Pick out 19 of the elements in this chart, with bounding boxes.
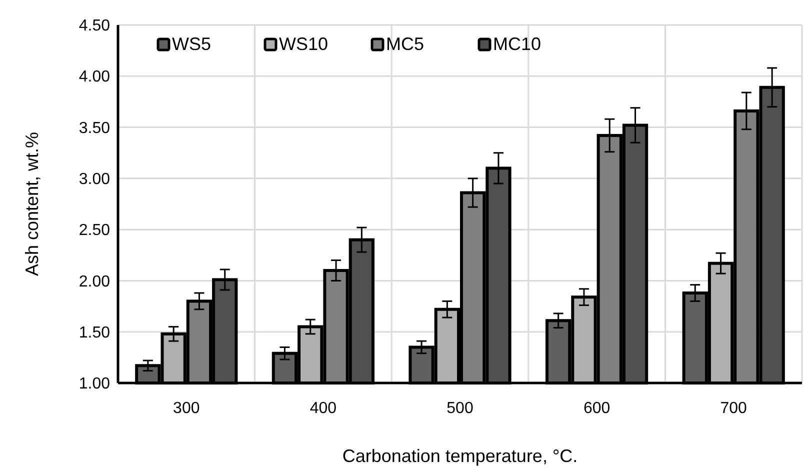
y-tick-label: 4.50 [78,18,110,35]
legend-label: MC10 [493,34,542,54]
x-tick-label: 400 [310,400,337,417]
legend-label: MC5 [386,34,424,54]
y-tick-label: 3.00 [78,171,110,188]
y-tick-label: 3.50 [78,120,110,137]
y-tick-label: 2.50 [78,222,110,240]
legend-label: WS10 [279,34,328,54]
y-tick-label: 1.50 [78,324,110,342]
y-axis-title: Ash content, wt.% [22,132,42,276]
legend-label: WS5 [172,34,212,54]
x-tick-label: 500 [446,400,474,417]
y-tick-label: 4.00 [78,68,110,86]
x-tick-label: 600 [583,400,610,417]
y-tick-label: 1.00 [78,376,110,393]
x-tick-label: 700 [720,400,748,417]
x-axis-title: Carbonation temperature, °C. [342,446,578,466]
x-tick-label: 300 [173,400,200,417]
y-tick-label: 2.00 [78,273,110,290]
